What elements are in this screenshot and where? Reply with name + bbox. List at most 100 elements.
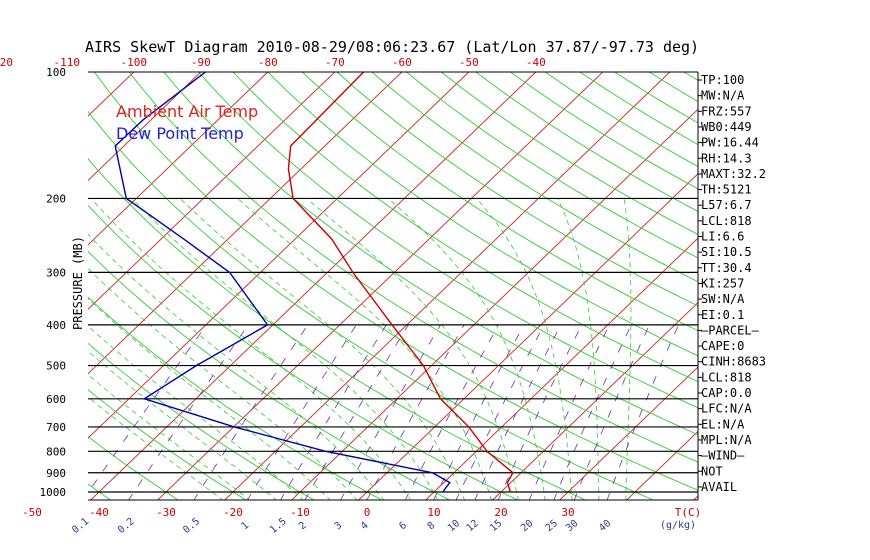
stat-item: SI:10.5 (701, 245, 752, 259)
mixing-ratio-tick-label: 12 (465, 518, 481, 534)
dry-adiabat-line (88, 296, 383, 500)
stat-item: LFC:N/A (701, 402, 752, 416)
moist-adiabat-line (476, 198, 573, 500)
mixing-ratio-tick-label: 6 (397, 520, 409, 532)
mixing-ratio-tick-label: 3 (333, 520, 345, 532)
mixing-ratio-line (128, 324, 249, 500)
pressure-tick-label: 700 (46, 421, 66, 434)
dry-adiabat-line (0, 72, 44, 501)
dry-adiabat-line (88, 389, 247, 500)
mixing-ratio-tick-label: 0.2 (116, 516, 137, 536)
mixing-ratio-line (304, 324, 409, 500)
stat-item: SW:N/A (701, 292, 745, 306)
top-temp-tick-label: -50 (459, 56, 479, 69)
isotherm-line (224, 72, 671, 500)
dry-adiabat-line (371, 72, 698, 283)
dry-adiabat-line (510, 72, 698, 190)
moist-adiabat-line (88, 374, 251, 500)
pressure-tick-label: 400 (46, 319, 66, 332)
mixing-ratio-tick-label: 10 (446, 518, 462, 534)
dry-adiabat-line (88, 435, 180, 500)
moist-adiabat-line (88, 325, 304, 500)
stat-item: NOT (701, 464, 723, 478)
moist-adiabat-line (557, 198, 600, 500)
isobar-layer (88, 197, 698, 493)
isotherm-line (358, 173, 698, 500)
isotherm-line (88, 72, 470, 439)
moist-adiabat-line (88, 350, 277, 500)
pressure-tick-label: 100 (46, 66, 66, 79)
mixing-ratio-tick-label: 8 (426, 520, 438, 532)
isotherm-line (88, 72, 269, 246)
mixing-ratio-line (553, 324, 632, 500)
top-temp-tick-label: -80 (258, 56, 278, 69)
moist-adiabat-line (88, 267, 358, 500)
dry-adiabat-line (302, 72, 698, 332)
stat-item: FRZ:557 (701, 104, 752, 118)
stat-item: EI:0.1 (701, 308, 744, 322)
stat-item: L57:6.7 (701, 198, 752, 212)
bottom-temp-tick-label: -30 (156, 506, 176, 519)
isotherm-line (88, 72, 403, 375)
mixing-ratio-line (528, 324, 610, 500)
pressure-tick-label: 800 (46, 445, 66, 458)
dry-adiabat-line (406, 72, 698, 259)
stat-item: PW:16.44 (701, 136, 759, 150)
isotherm-line (492, 301, 698, 500)
bottom-temp-tick-label: -50 (22, 506, 42, 519)
isotherm-line (559, 366, 698, 500)
isotherm-line (760, 72, 870, 501)
dry-adiabat-line (648, 72, 698, 103)
dry-adiabat-line (753, 72, 870, 501)
top-temp-tick-label: -120 (0, 56, 13, 69)
dry-adiabat-line (198, 72, 698, 409)
ambient-temp-line (287, 72, 514, 493)
dry-adiabat-line (163, 72, 698, 436)
mixing-ratio-line (280, 324, 387, 500)
dry-adiabat-line (94, 72, 698, 491)
stat-item: LCL:818 (701, 214, 752, 228)
stat-item: CAP:0.0 (701, 386, 752, 400)
top-temp-tick-label: -40 (526, 56, 546, 69)
axis-layer: 1002003004005006007008009001000-120-110-… (0, 56, 701, 536)
stat-item: MW:N/A (701, 89, 745, 103)
dry-adiabat-line (88, 204, 519, 500)
stat-item: EL:N/A (701, 417, 745, 431)
mixing-ratio-tick-label: 4 (359, 520, 371, 532)
mixing-ratio-tick-label: 20 (519, 518, 535, 534)
mixing-ratio-tick-label: 1 (239, 520, 251, 532)
bottom-temp-tick-label: 10 (427, 506, 440, 519)
pressure-tick-label: 600 (46, 393, 66, 406)
stat-item: TT:30.4 (701, 261, 752, 275)
mixing-ratio-line (366, 324, 465, 500)
bottom-temp-tick-label: -10 (290, 506, 310, 519)
isotherm-line (88, 72, 336, 310)
bottom-temp-tick-label: 0 (364, 506, 371, 519)
dry-adiabat-line (440, 72, 698, 235)
mixing-ratio-line (193, 324, 309, 500)
chart-title: AIRS SkewT Diagram 2010-08-29/08:06:23.6… (85, 38, 699, 56)
dry-adiabat-line (88, 483, 112, 500)
pressure-tick-label: 1000 (40, 486, 67, 499)
stat-item: CINH:8683 (701, 355, 766, 369)
dry-adiabat-line (788, 72, 870, 501)
stat-item: LI:6.6 (701, 230, 744, 244)
stat-item: AVAIL (701, 480, 737, 494)
mixing-ratio-tick-label: 2 (297, 520, 309, 532)
dry-adiabat-line (88, 342, 315, 500)
mixing-ratio-tick-label: 30 (564, 518, 580, 534)
bottom-temp-unit: T(C) (675, 506, 702, 519)
mixing-ratio-line (474, 324, 562, 500)
stat-item: —PARCEL— (701, 323, 760, 337)
mixing-ratio-line (455, 324, 545, 500)
moist-adiabat-line (88, 298, 331, 500)
bottom-temp-tick-label: 30 (561, 506, 574, 519)
isotherm-line (0, 72, 67, 501)
top-temp-tick-label: -100 (121, 56, 148, 69)
y-axis-label: PRESSURE (MB) (71, 236, 85, 330)
bottom-temp-tick-label: -40 (89, 506, 109, 519)
bottom-temp-tick-label: 20 (494, 506, 507, 519)
mixing-ratio-tick-label: 15 (488, 518, 504, 534)
mixing-ratio-tick-label: 0.5 (181, 516, 202, 536)
